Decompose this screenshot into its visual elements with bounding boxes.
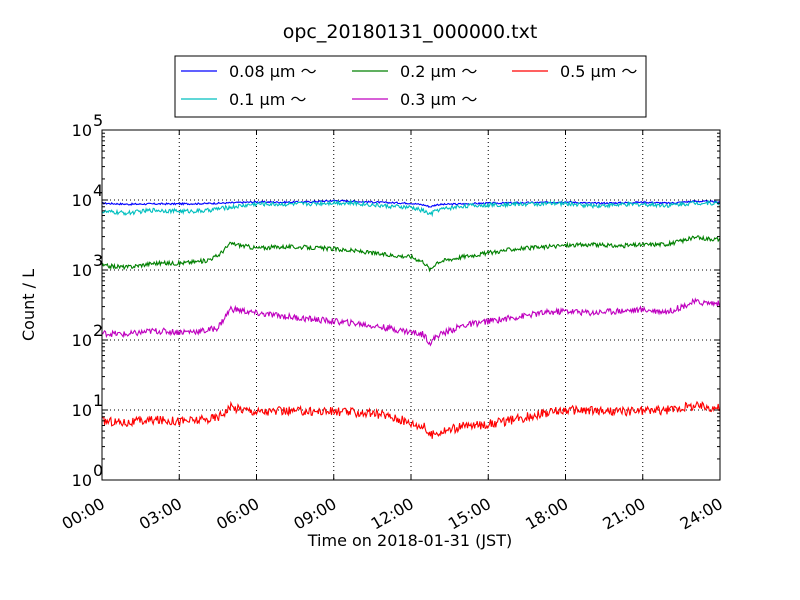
y-tick-label-exp: 4 (93, 181, 103, 200)
chart-title: opc_20180131_000000.txt (283, 21, 538, 43)
y-tick-label-base: 10 (72, 401, 92, 420)
y-tick-label-exp: 1 (93, 391, 103, 410)
grid (102, 130, 720, 480)
legend-item: 0.2 μm ～ (352, 62, 477, 81)
y-tick-label-base: 10 (72, 331, 92, 350)
legend-item: 0.08 μm ～ (181, 62, 317, 81)
legend-label: 0.2 μm ～ (400, 62, 477, 81)
legend-label: 0.1 μm ～ (229, 90, 306, 109)
series-line-5 (101, 400, 720, 439)
y-tick-label-base: 10 (72, 191, 92, 210)
y-tick-label: 100 (72, 461, 104, 490)
legend-item: 0.5 μm ～ (512, 62, 637, 81)
y-tick-label-base: 10 (72, 121, 92, 140)
y-tick-label: 101 (72, 391, 104, 420)
series-line-3 (101, 234, 721, 273)
y-tick-label: 103 (72, 251, 104, 280)
legend-label: 0.5 μm ～ (560, 62, 637, 81)
y-tick-label: 104 (72, 181, 104, 210)
legend-box (174, 55, 647, 118)
y-tick-label-exp: 0 (93, 461, 103, 480)
legend: 0.08 μm ～ 0.1 μm ～ 0.2 μm ～ 0.3 μm ～ 0.5 μm … (174, 55, 647, 118)
legend-item: 0.1 μm ～ (181, 90, 306, 109)
y-tick-label-exp: 2 (93, 321, 103, 340)
y-tick-label: 105 (72, 111, 104, 140)
y-axis-label: Count / L (19, 269, 38, 341)
y-tick-label-base: 10 (72, 261, 92, 280)
plot-series (101, 199, 721, 439)
series-line-2 (101, 199, 721, 218)
series-line-4 (101, 297, 721, 347)
legend-label: 0.3 μm ～ (400, 90, 477, 109)
y-tick-label: 102 (72, 321, 104, 350)
series-line-1 (102, 199, 721, 208)
legend-item: 0.3 μm ～ (352, 90, 477, 109)
legend-label: 0.08 μm ～ (229, 62, 317, 81)
y-tick-label-exp: 3 (93, 251, 103, 270)
y-tick-label-exp: 5 (93, 111, 103, 130)
x-axis-label: Time on 2018-01-31 (JST) (307, 531, 512, 550)
y-tick-label-base: 10 (72, 471, 92, 490)
